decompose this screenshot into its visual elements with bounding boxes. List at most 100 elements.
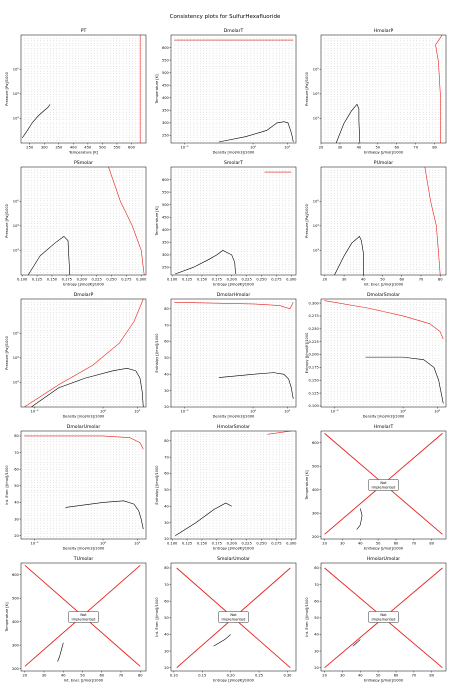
y-tick-label: 10⁴ xyxy=(13,224,20,228)
x-tick-label: 0.150 xyxy=(47,278,58,282)
x-axis-label: Enthalpy [J/mol]/1000 xyxy=(364,547,404,551)
not-implemented-text: Not Implemented xyxy=(372,481,396,489)
plot-frame xyxy=(320,166,447,276)
x-tick-label: 30 xyxy=(340,542,345,546)
y-tick-label: 200 xyxy=(312,535,320,539)
y-tick-label: 0.275 xyxy=(309,314,319,318)
x-tick-label: 30 xyxy=(42,674,47,678)
y-tick-label: 20 xyxy=(314,666,319,670)
panel-hmolart: HmolarT 20 30 40 50 60 70 80 200 300 400 500 600 Enth… xyxy=(305,424,447,551)
x-tick-label: 10⁻² xyxy=(31,542,39,546)
not-implemented-box xyxy=(68,611,99,623)
y-tick-label: 10⁴ xyxy=(313,224,320,228)
panel-title: HmolarUmolar xyxy=(367,556,400,562)
y-tick-label: 350 xyxy=(162,109,170,113)
y-tick-label: 550 xyxy=(162,190,170,194)
x-tick-label: 0.30 xyxy=(283,674,292,678)
x-tick-label: 400 xyxy=(70,146,78,150)
panel-hmolarp: HmolarP 20 30 40 50 60 70 80 10³ 10⁴ 10⁵ Enthalpy [… xyxy=(305,28,447,155)
y-tick-label: 60 xyxy=(164,599,169,603)
y-tick-label: 200 xyxy=(12,667,20,671)
panel-title: DmolarHmolar xyxy=(217,292,251,298)
x-tick-label: 60 xyxy=(394,146,399,150)
y-tick-label: 300 xyxy=(162,253,170,257)
y-tick-label: 20 xyxy=(164,666,169,670)
y-tick-label: 50 xyxy=(14,484,19,488)
y-tick-label: 500 xyxy=(12,596,20,600)
x-tick-label: 20 xyxy=(322,542,327,546)
panel-dmolarumolar: DmolarUmolar 10⁻² 10⁰ 10¹ 20 30 40 50 60 70 80 Dens… xyxy=(5,424,147,551)
y-tick-label: 500 xyxy=(162,203,170,207)
y-tick-label: 300 xyxy=(312,511,320,515)
x-tick-label: 0.100 xyxy=(167,278,178,282)
x-tick-label: 250 xyxy=(26,146,34,150)
y-axis-label: Int. Ener. [J/mol]/1000 xyxy=(5,465,9,505)
x-axis-label: Density [mol/m3]/1000 xyxy=(63,547,105,551)
boundary-curve xyxy=(24,299,144,407)
boundary-curve xyxy=(108,167,145,275)
y-tick-label: 50 xyxy=(164,616,169,620)
not-implemented-text: Not Implemented xyxy=(72,613,96,621)
x-tick-label: 0.25 xyxy=(255,674,263,678)
isoline-grid xyxy=(174,169,293,274)
figure-title: Consistency plots for SulfurHexafluoride xyxy=(170,14,281,20)
x-tick-label: 0.175 xyxy=(212,542,222,546)
x-tick-label: 0.250 xyxy=(256,542,267,546)
panel-title: TUmolar xyxy=(73,556,94,562)
x-axis-label: Density [mol/m3]/1000 xyxy=(63,415,105,419)
x-tick-label: 10⁰ xyxy=(250,410,257,414)
plot-frame xyxy=(20,298,147,408)
x-axis-label: Int. Ener. [J/mol]/1000 xyxy=(364,283,404,287)
saturation-curve xyxy=(27,235,71,275)
y-axis-label: Pressure [Pa]/1000 xyxy=(305,71,309,106)
boundary-curve xyxy=(24,435,144,450)
x-axis-label: Density [mol/m3]/1000 xyxy=(363,415,405,419)
y-tick-label: 0.225 xyxy=(309,340,319,344)
y-axis-label: Int. Ener. [J/mol]/1000 xyxy=(305,597,309,637)
saturation-curve xyxy=(218,121,294,143)
x-tick-label: 20 xyxy=(319,146,324,150)
x-tick-label: 0.125 xyxy=(182,542,192,546)
y-tick-label: 60 xyxy=(164,472,169,476)
y-tick-label: 40 xyxy=(314,633,319,637)
y-tick-label: 0.300 xyxy=(309,301,320,305)
y-axis-label: Temperature [K] xyxy=(305,470,309,501)
x-tick-label: 0.275 xyxy=(271,278,281,282)
x-tick-label: 60 xyxy=(394,542,399,546)
x-tick-label: 40 xyxy=(358,674,363,678)
x-tick-label: 50 xyxy=(80,674,85,678)
y-tick-label: 10⁴ xyxy=(313,92,320,96)
x-tick-label: 0.15 xyxy=(198,674,206,678)
panel-title: HmolarSmolar xyxy=(217,424,250,430)
saturation-curve xyxy=(365,356,444,404)
saturation-curve xyxy=(21,104,51,139)
y-tick-label: 70 xyxy=(314,583,319,587)
x-axis-label: Entropy [J/mol/K]/1000 xyxy=(213,547,255,551)
panel-dmolarhmolar: DmolarHmolar 10⁻² 10⁰ 10¹ 20 30 40 50 60 70 80 Dens… xyxy=(155,292,297,419)
y-tick-label: 50 xyxy=(314,616,319,620)
x-tick-label: 10⁰ xyxy=(250,146,257,150)
saturation-curve xyxy=(334,235,364,275)
panel-smolarumolar: SmolarUmolar 0.10 0.15 0.20 0.25 0.30 20 30 40 50… xyxy=(155,556,297,683)
saturation-curve xyxy=(335,103,361,143)
y-tick-label: 10³ xyxy=(13,117,20,121)
y-tick-label: 600 xyxy=(12,573,20,577)
x-tick-label: 40 xyxy=(358,542,363,546)
saturation-curve xyxy=(356,508,363,530)
y-tick-label: 30 xyxy=(164,521,169,525)
plot-frame xyxy=(170,34,297,144)
panel-title: PUmolar xyxy=(374,160,394,166)
y-tick-label: 30 xyxy=(164,389,169,393)
x-tick-label: 0.225 xyxy=(241,542,251,546)
y-axis-label: Temperature [K] xyxy=(5,602,9,633)
y-tick-label: 80 xyxy=(164,307,169,311)
x-tick-label: 0.150 xyxy=(197,278,208,282)
x-tick-label: 0.100 xyxy=(167,542,178,546)
x-axis-label: Enthalpy [J/mol]/1000 xyxy=(364,151,404,155)
isoline-grid xyxy=(24,37,143,142)
y-tick-label: 10⁵ xyxy=(313,68,320,72)
y-tick-label: 550 xyxy=(162,58,170,62)
panel-title: PSmolar xyxy=(74,160,93,166)
y-tick-label: 30 xyxy=(14,517,19,521)
